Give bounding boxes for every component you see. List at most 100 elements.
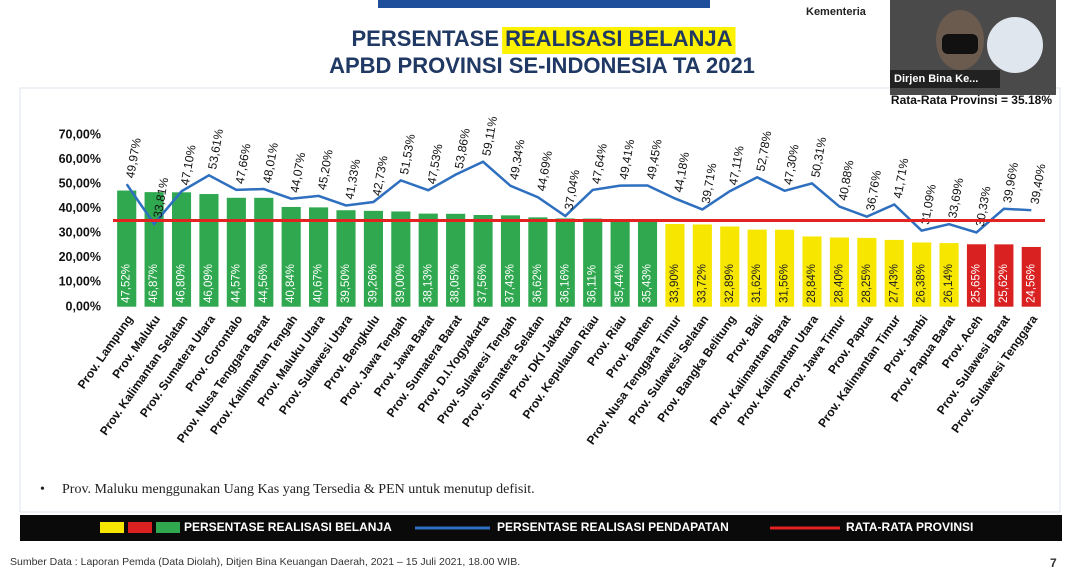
bar-value-label: 35,44%	[614, 264, 626, 303]
video-overlay: Dirjen Bina Ke...	[890, 0, 1056, 95]
bar	[445, 213, 466, 308]
bar-value-label: 24,56%	[1025, 264, 1037, 303]
bar-value-label: 38,13%	[422, 264, 434, 303]
y-tick-label: 0,00%	[66, 299, 101, 313]
line-value-label: 33,81%	[150, 176, 171, 219]
bar-value-label: 39,26%	[367, 264, 379, 303]
bar-value-label: 40,67%	[313, 264, 325, 303]
bar	[226, 197, 247, 308]
bar	[390, 210, 411, 308]
line-value-label: 47,11%	[726, 144, 747, 186]
bar	[829, 236, 850, 308]
bar	[938, 242, 960, 308]
bar	[664, 223, 686, 308]
note: Prov. Maluku menggunakan Uang Kas yang T…	[62, 482, 535, 497]
bullet: •	[40, 482, 45, 497]
bar-value-label: 46,80%	[176, 264, 188, 303]
line-value-label: 44,18%	[671, 151, 692, 194]
bar-value-label: 36,11%	[587, 265, 599, 303]
y-tick-label: 50,00%	[59, 176, 101, 190]
bar-value-label: 44,56%	[258, 264, 270, 303]
bar-value-label: 35,43%	[642, 264, 654, 303]
subtitle: APBD PROVINSI SE-INDONESIA TA 2021	[329, 53, 755, 78]
line-value-label: 59,11%	[479, 115, 500, 157]
bar	[418, 213, 439, 308]
line-value-label: 47,64%	[589, 142, 610, 185]
line-value-label: 42,73%	[370, 154, 391, 197]
bar	[198, 193, 220, 308]
line-value-label: 48,01%	[260, 141, 281, 184]
bar-value-label: 33,72%	[696, 264, 708, 303]
mask	[942, 34, 978, 54]
legend-label: RATA-RATA PROVINSI	[846, 520, 973, 534]
bar	[747, 229, 768, 308]
bar-value-label: 44,57%	[230, 264, 242, 303]
y-tick-label: 30,00%	[59, 226, 101, 240]
y-tick-label: 20,00%	[59, 250, 101, 264]
y-tick-label: 60,00%	[59, 152, 101, 166]
title-highlight	[502, 27, 736, 54]
bar-value-label: 46,09%	[203, 264, 215, 303]
bar-value-label: 26,38%	[916, 264, 928, 303]
line-value-label: 33,69%	[945, 176, 966, 219]
line	[125, 160, 1032, 234]
source: Sumber Data : Laporan Pemda (Data Diolah…	[10, 556, 520, 568]
average-annotation: Rata-Rata Provinsi = 35.18%	[891, 93, 1052, 107]
bar	[335, 209, 357, 308]
bar-value-label: 25,65%	[971, 264, 983, 303]
line-value-label: 37,04%	[562, 168, 583, 211]
line-value-label: 40,88%	[836, 159, 857, 202]
legend-swatch	[128, 522, 152, 533]
bar-value-label: 39,00%	[395, 264, 407, 303]
bar	[555, 217, 576, 308]
bar-value-label: 28,40%	[833, 264, 845, 303]
title: PERSENTASE REALISASI BELANJA	[352, 26, 733, 51]
bar-value-label: 46,87%	[148, 264, 160, 303]
bar-value-label: 31,62%	[751, 264, 763, 303]
bar	[1021, 246, 1042, 308]
line-value-label: 30,33%	[973, 185, 994, 228]
bar-value-label: 31,56%	[779, 264, 791, 303]
bar	[281, 206, 302, 308]
line-value-label: 50,31%	[808, 136, 829, 179]
bar-value-label: 28,25%	[861, 264, 873, 303]
bar-value-label: 39,50%	[340, 264, 352, 303]
bar-value-label: 26,14%	[943, 264, 955, 303]
bar-value-label: 32,89%	[724, 264, 736, 303]
bar-value-label: 33,90%	[669, 264, 681, 303]
bar-value-label: 47,52%	[121, 264, 133, 303]
bar	[911, 241, 932, 308]
legend-swatch	[156, 522, 180, 533]
name-plate	[890, 70, 1000, 88]
ministry: Kementeria	[806, 6, 867, 18]
logo	[987, 17, 1043, 73]
bar	[363, 210, 384, 308]
bar-value-label: 38,05%	[450, 264, 462, 303]
line-value-label: 39,96%	[1000, 161, 1021, 204]
bar-value-label: 37,56%	[477, 264, 489, 303]
title-part: REALISASI BELANJA	[505, 26, 732, 51]
line-value-label: 44,69%	[534, 149, 555, 192]
line-value-label: 53,61%	[205, 128, 226, 171]
bar	[719, 225, 740, 308]
line-value-label: 36,76%	[863, 169, 884, 212]
bar	[993, 243, 1015, 308]
line-value-label: 53,86%	[452, 127, 473, 170]
bar	[774, 229, 795, 308]
bar	[472, 214, 494, 308]
bar	[856, 237, 877, 308]
chart-frame	[19, 87, 1061, 513]
legend-bar	[20, 515, 1062, 541]
bar	[966, 243, 987, 308]
bar-value-label: 36,16%	[559, 264, 571, 303]
bar-value-label: 28,84%	[806, 264, 818, 303]
bar-value-label: 40,84%	[285, 264, 297, 303]
line-value-label: 47,10%	[178, 144, 199, 187]
bar	[884, 239, 905, 308]
bar-value-label: 37,43%	[505, 264, 517, 303]
y-tick-label: 70,00%	[59, 127, 101, 141]
bar	[692, 223, 713, 308]
y-tick-label: 40,00%	[59, 201, 101, 215]
bar	[308, 206, 329, 308]
